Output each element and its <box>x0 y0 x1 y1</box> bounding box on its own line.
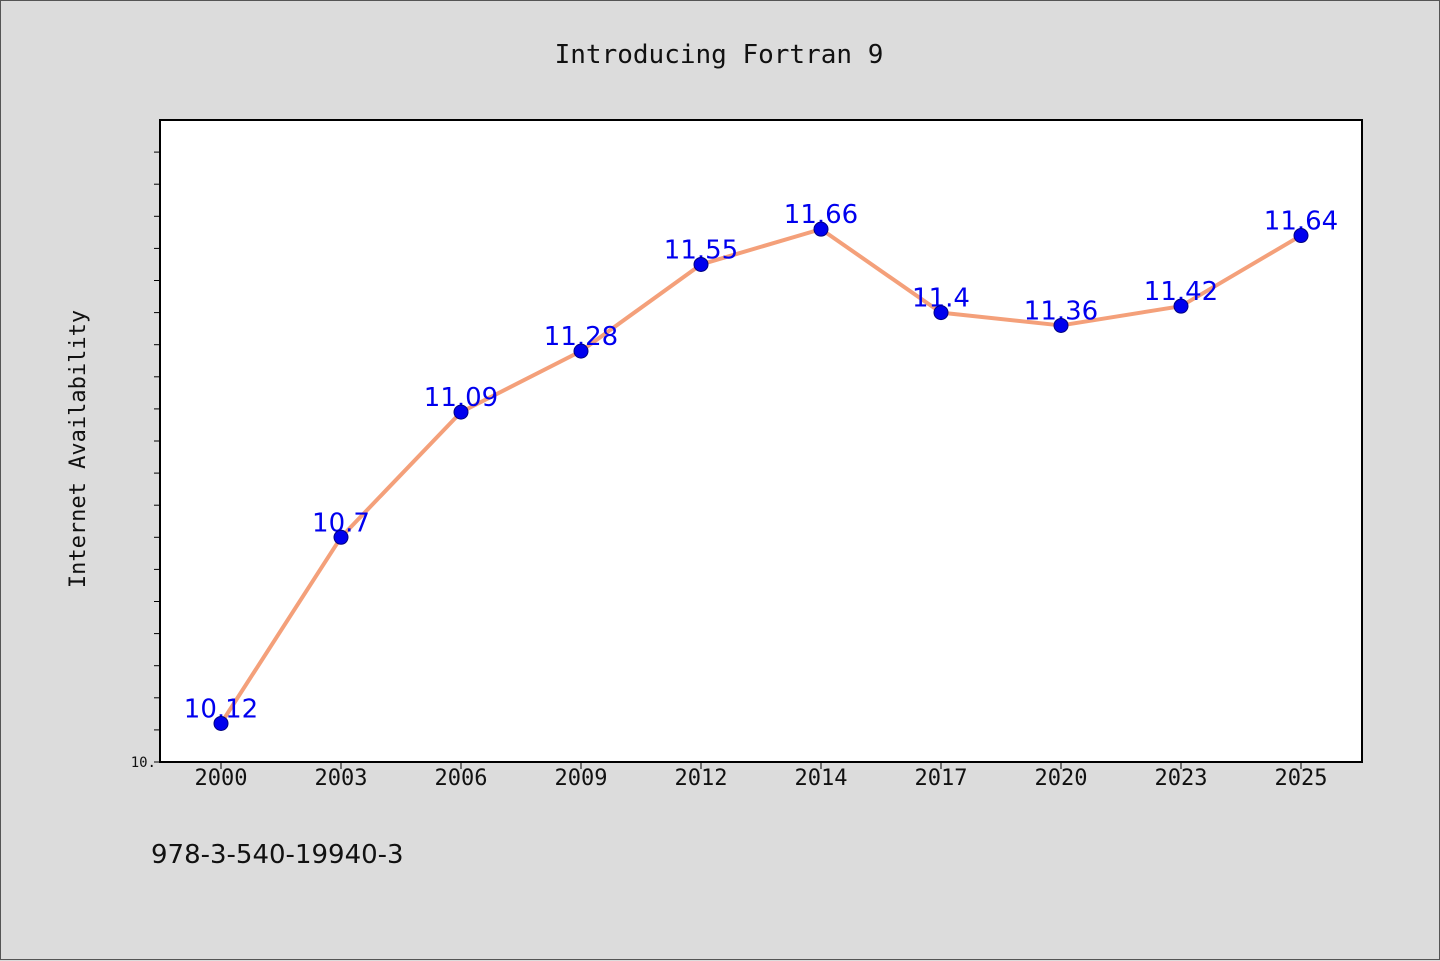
x-tick-label: 2003 <box>315 766 368 791</box>
x-axis-ticks: 2000 2003 2006 2009 2012 2014 2017 2020 2023 2025 <box>195 762 1328 791</box>
data-point <box>933 305 949 321</box>
x-tick-label: 2012 <box>675 766 728 791</box>
series-line <box>219 227 1303 726</box>
x-tick-label: 2006 <box>435 766 488 791</box>
chart-title: Introducing Fortran 9 <box>555 40 884 70</box>
x-tick-label: 2014 <box>795 766 848 791</box>
x-tick-label: 2017 <box>915 766 968 791</box>
data-point <box>1173 298 1189 314</box>
y-axis-ticks: 10. <box>131 151 160 771</box>
x-tick-label: 2020 <box>1035 766 1088 791</box>
data-point <box>453 404 469 420</box>
data-point <box>813 221 829 237</box>
data-point <box>693 256 709 272</box>
data-point <box>213 715 229 731</box>
y-tick-label: 10. <box>131 755 156 771</box>
data-point <box>573 343 589 359</box>
chart-footnote: 978-3-540-19940-3 <box>151 840 404 870</box>
data-point <box>1293 228 1309 244</box>
data-point <box>1053 317 1069 333</box>
x-tick-label: 2025 <box>1275 766 1328 791</box>
plot-area <box>159 119 1363 763</box>
x-tick-label: 2009 <box>555 766 608 791</box>
y-axis-label: Internet Availability <box>66 310 91 588</box>
x-tick-label: 2000 <box>195 766 248 791</box>
x-tick-label: 2023 <box>1155 766 1208 791</box>
data-point <box>333 529 349 545</box>
